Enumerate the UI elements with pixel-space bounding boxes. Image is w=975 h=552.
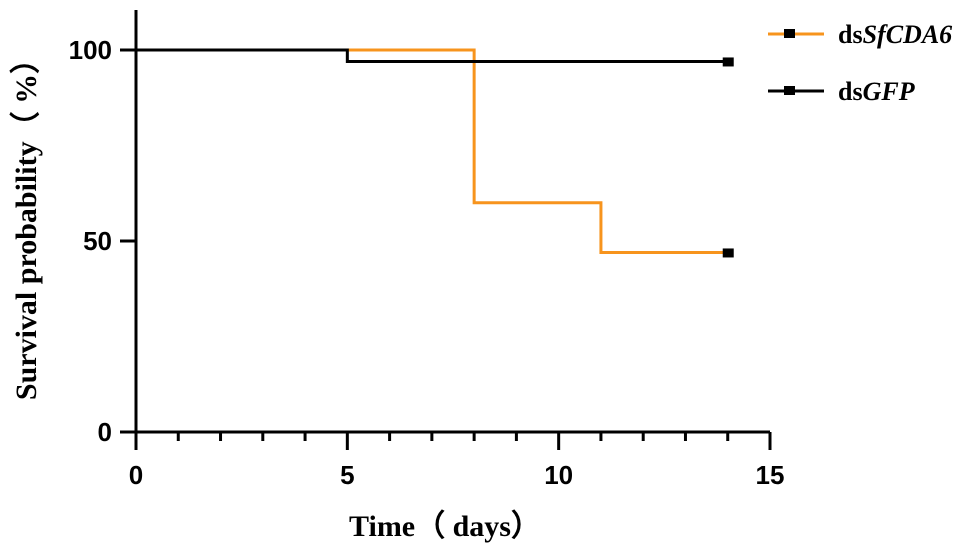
legend-marker: [784, 29, 795, 38]
y-axis-title: Survival probability（ %）: [9, 44, 43, 400]
x-tick-label: 0: [129, 460, 143, 490]
x-tick-label: 10: [544, 460, 573, 490]
legend-marker: [784, 86, 795, 95]
legend-item: dsSfCDA6: [768, 20, 952, 49]
axes: [134, 10, 770, 434]
x-tick-label: 15: [756, 460, 785, 490]
censor-marker: [722, 57, 734, 67]
legend: dsSfCDA6 dsGFP: [768, 20, 952, 106]
censor-marker: [722, 248, 734, 258]
legend-item: dsGFP: [768, 77, 916, 106]
ticks: 0 5 10 15 0 50 100: [69, 35, 785, 490]
x-tick-label: 5: [340, 460, 354, 490]
legend-label: dsSfCDA6: [838, 20, 952, 49]
legend-label: dsGFP: [838, 77, 916, 106]
y-tick-label: 50: [83, 226, 112, 256]
x-axis-title: Time（ days）: [349, 509, 541, 543]
y-tick-label: 100: [69, 35, 112, 65]
series-line-dsGFP: [136, 48, 728, 63]
y-tick-label: 0: [98, 417, 112, 447]
series-line-dsSfCDA6: [136, 48, 728, 254]
plot-area: [136, 48, 734, 258]
